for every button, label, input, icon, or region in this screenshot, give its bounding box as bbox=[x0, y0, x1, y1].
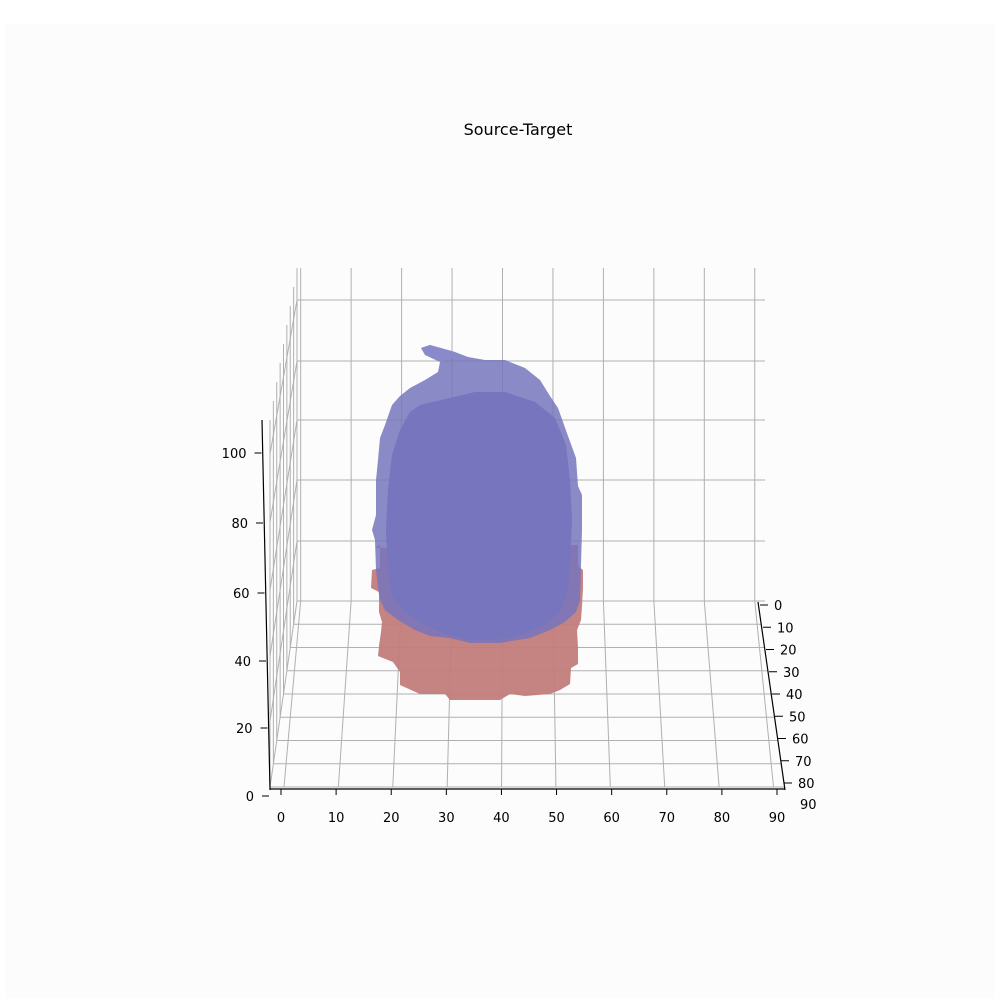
y-tick-label: 10 bbox=[777, 621, 794, 636]
y-tick-label: 30 bbox=[783, 666, 800, 681]
y-tick-label: 50 bbox=[789, 710, 806, 725]
z-tick-label: 40 bbox=[234, 655, 251, 670]
x-tick-label: 90 bbox=[769, 811, 786, 826]
y-tick-label: 80 bbox=[798, 777, 815, 792]
z-tick-label: 60 bbox=[233, 587, 250, 602]
x-tick-label: 80 bbox=[714, 811, 731, 826]
series-blue-voxels bbox=[372, 345, 582, 643]
y-axis-end-label: 90 bbox=[800, 798, 817, 813]
x-tick-label: 20 bbox=[383, 811, 400, 826]
z-tick-label: 80 bbox=[231, 517, 248, 532]
x-tick-label: 0 bbox=[277, 811, 285, 826]
chart-title: Source-Target bbox=[464, 120, 573, 139]
z-tick-label: 0 bbox=[246, 790, 254, 805]
x-tick-label: 10 bbox=[328, 811, 345, 826]
x-tick-label: 40 bbox=[493, 811, 510, 826]
x-tick-label: 30 bbox=[438, 811, 455, 826]
z-tick-label: 20 bbox=[236, 722, 253, 737]
x-tick-label: 50 bbox=[548, 811, 565, 826]
y-axis-line bbox=[757, 601, 786, 791]
y-tick-label: 0 bbox=[774, 599, 782, 614]
y-tick-label: 20 bbox=[780, 644, 797, 659]
grid bbox=[269, 268, 785, 788]
y-tick-label: 40 bbox=[786, 688, 803, 703]
y-tick-label: 60 bbox=[792, 733, 809, 748]
blue-voxel-crown bbox=[421, 345, 455, 362]
x-tick-label: 70 bbox=[659, 811, 676, 826]
z-tick-label: 100 bbox=[222, 447, 247, 462]
axes: 0 10 20 30 40 50 60 70 80 90 0 10 20 30 40 50 60 70 80 90 0 2… bbox=[222, 419, 817, 826]
z-axis-line bbox=[261, 419, 271, 791]
y-tick-label: 70 bbox=[795, 755, 812, 770]
x-tick-label: 60 bbox=[603, 811, 620, 826]
blue-voxel-front-face bbox=[386, 392, 572, 640]
